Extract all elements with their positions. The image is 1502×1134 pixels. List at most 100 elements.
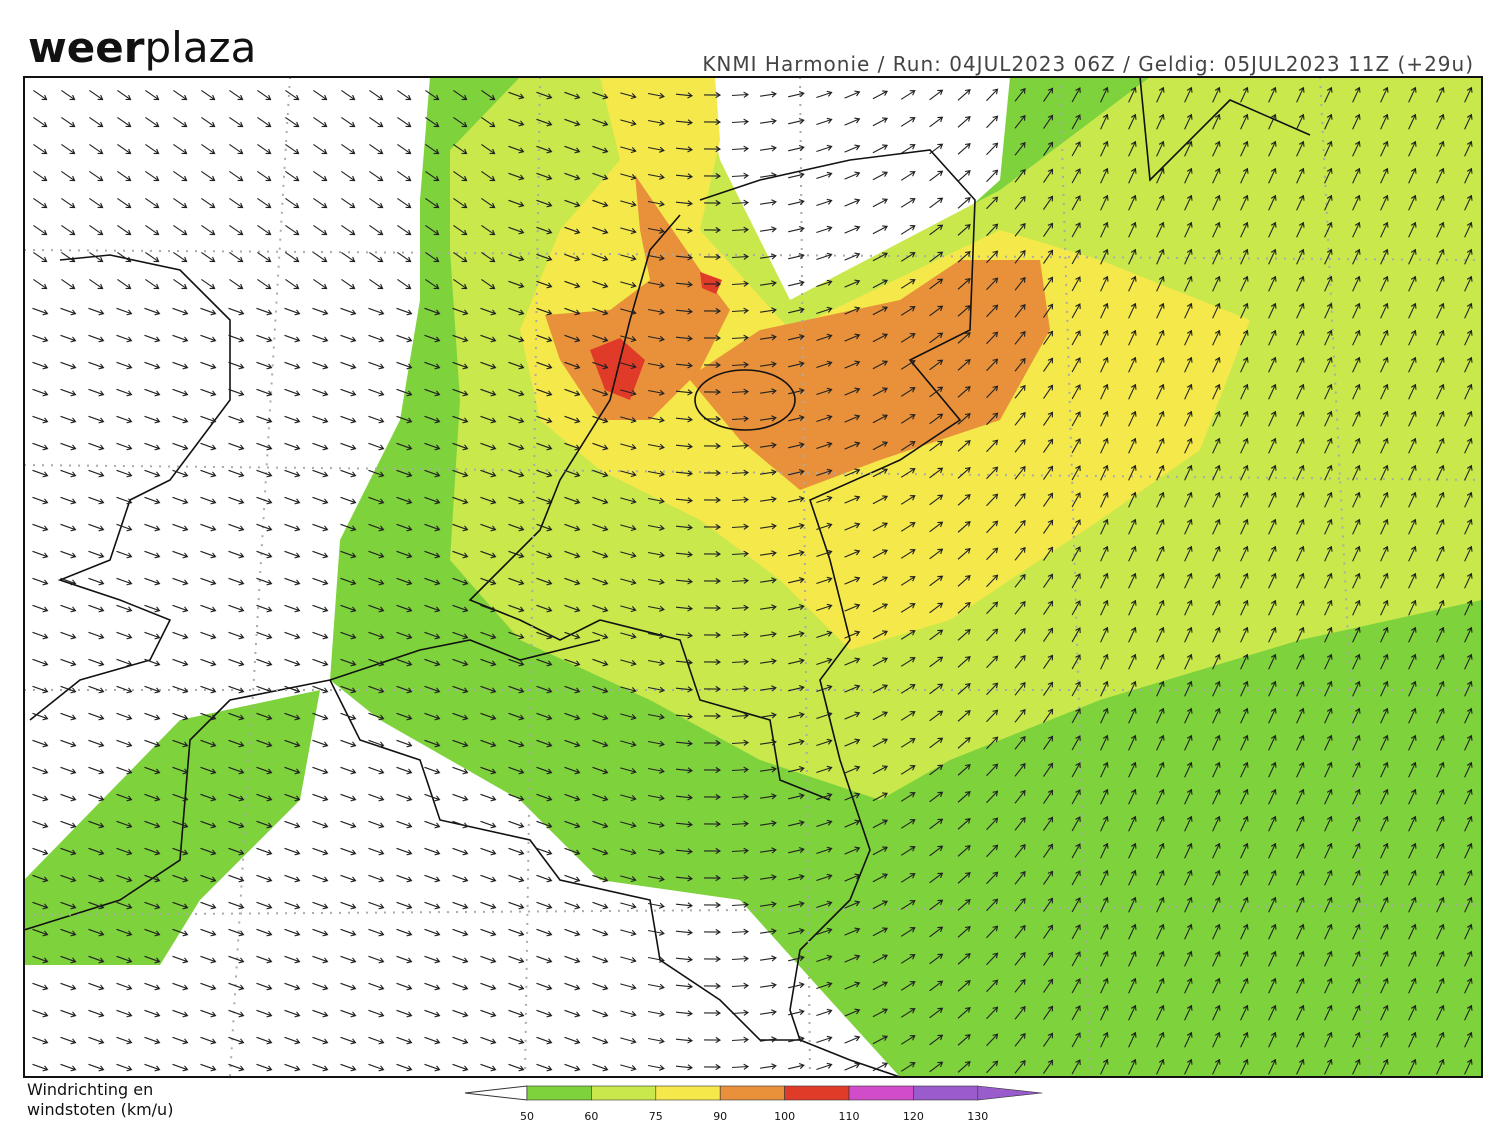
wind-arrow — [1100, 626, 1109, 643]
wind-arrow — [1156, 167, 1165, 184]
wind-arrow — [1128, 437, 1137, 454]
wind-arrow — [200, 442, 217, 451]
wind-arrow — [1380, 491, 1389, 508]
wind-arrow — [144, 577, 161, 586]
wind-arrow — [1240, 410, 1249, 427]
wind-arrow — [396, 604, 413, 613]
wind-arrow — [844, 738, 861, 747]
wind-arrow — [60, 685, 77, 694]
wind-arrow — [816, 657, 833, 666]
wind-arrow — [1071, 1005, 1081, 1021]
wind-arrow — [340, 469, 357, 478]
wind-arrow — [1184, 869, 1193, 886]
wind-arrow — [816, 468, 833, 477]
wind-arrow — [536, 982, 553, 991]
wind-arrow — [481, 143, 496, 155]
wind-arrow — [508, 847, 525, 856]
wind-arrow — [312, 442, 329, 451]
wind-arrow — [564, 442, 581, 451]
wind-arrow — [1380, 437, 1389, 454]
wind-arrow — [1268, 329, 1277, 346]
wind-arrow — [675, 605, 694, 612]
wind-arrow — [1436, 464, 1445, 481]
wind-arrow — [228, 712, 245, 721]
wind-arrow — [731, 901, 750, 908]
wind-arrow — [201, 224, 216, 236]
wind-arrow — [957, 764, 971, 776]
wind-arrow — [1436, 518, 1445, 535]
wind-arrow — [647, 632, 665, 639]
wind-arrow — [1352, 383, 1361, 400]
wind-arrow — [900, 387, 916, 397]
wind-arrow — [957, 440, 971, 452]
wind-arrow — [144, 874, 161, 883]
wind-arrow — [116, 469, 133, 478]
wind-arrow — [929, 521, 944, 533]
wind-arrow — [312, 739, 329, 748]
wind-arrow — [536, 199, 553, 208]
wind-arrow — [1043, 141, 1054, 156]
wind-arrow — [929, 224, 944, 236]
wind-arrow — [986, 1006, 999, 1020]
wind-arrow — [424, 1036, 441, 1045]
wind-arrow — [369, 278, 384, 290]
wind-arrow — [1464, 329, 1473, 346]
wind-arrow — [228, 928, 245, 937]
wind-arrow — [1464, 167, 1473, 184]
wind-arrow — [760, 334, 777, 341]
wind-arrow — [508, 172, 525, 181]
wind-arrow — [1436, 1031, 1445, 1048]
graticule-line — [23, 464, 1483, 481]
wind-arrow — [1156, 653, 1165, 670]
wind-arrow — [200, 928, 217, 937]
wind-arrow — [368, 442, 385, 451]
wind-arrow — [1408, 356, 1417, 373]
wind-arrow — [900, 711, 916, 721]
wind-arrow — [1043, 168, 1054, 183]
wind-arrow — [1128, 869, 1137, 886]
wind-arrow — [312, 847, 329, 856]
wind-arrow — [1408, 491, 1417, 508]
wind-arrow — [647, 686, 665, 693]
wind-arrow — [1128, 113, 1137, 130]
wind-arrow — [284, 820, 301, 829]
wind-arrow — [872, 252, 889, 262]
wind-arrow — [1100, 437, 1109, 454]
wind-arrow — [1296, 518, 1305, 535]
wind-arrow — [452, 523, 469, 532]
wind-arrow — [340, 901, 357, 910]
wind-arrow — [592, 982, 609, 991]
wind-arrow — [228, 1063, 245, 1072]
wind-arrow — [481, 251, 496, 263]
wind-arrow — [536, 226, 553, 235]
wind-arrow — [900, 549, 916, 559]
wind-arrow — [986, 412, 999, 426]
wind-arrow — [929, 845, 944, 857]
wind-arrow — [229, 170, 244, 182]
wind-arrow — [1352, 869, 1361, 886]
wind-arrow — [844, 900, 861, 909]
wind-arrow — [1408, 815, 1417, 832]
coastline — [699, 149, 976, 1078]
wind-arrow — [760, 523, 777, 530]
wind-arrow — [1408, 275, 1417, 292]
wind-arrow — [284, 901, 301, 910]
wind-arrow — [957, 1061, 971, 1073]
wind-arrow — [1464, 275, 1473, 292]
wind-arrow — [88, 307, 105, 316]
wind-arrow — [1212, 545, 1221, 562]
wind-arrow — [424, 442, 441, 451]
wind-arrow — [1296, 410, 1305, 427]
wind-arrow — [284, 847, 301, 856]
wind-arrow — [32, 388, 49, 397]
wind-arrow — [284, 604, 301, 613]
wind-arrow — [957, 359, 971, 371]
wind-arrow — [703, 766, 722, 774]
wind-arrow — [900, 468, 916, 478]
wind-arrow — [508, 577, 525, 586]
wind-arrow — [957, 602, 971, 614]
wind-arrow — [788, 279, 805, 287]
wind-arrow — [32, 739, 49, 748]
wind-arrow — [1184, 653, 1193, 670]
wind-arrow — [144, 1063, 161, 1072]
